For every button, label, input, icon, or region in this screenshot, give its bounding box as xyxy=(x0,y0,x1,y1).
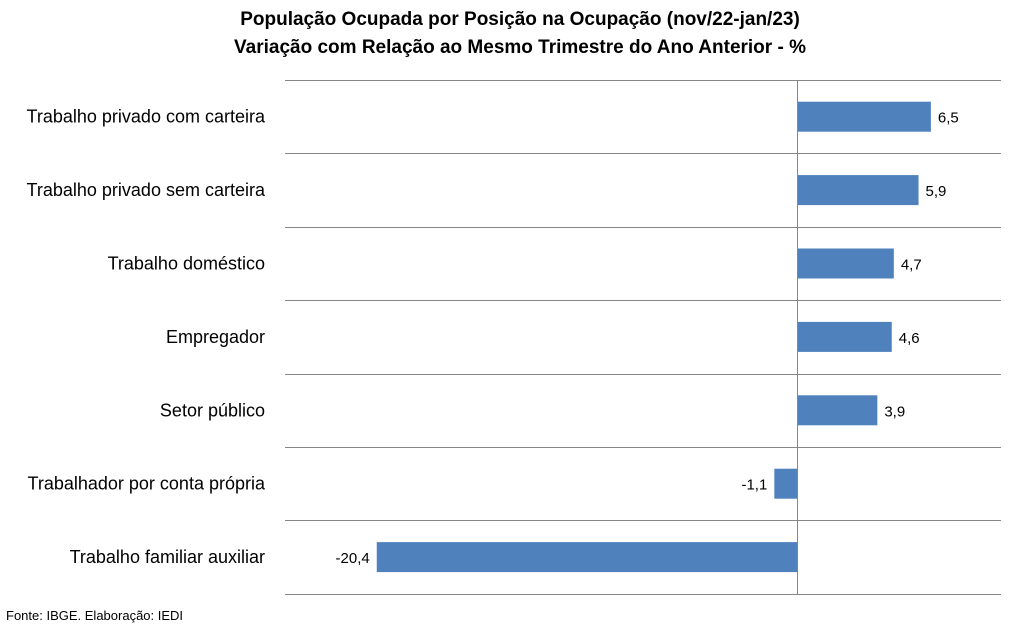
category-label: Empregador xyxy=(166,327,265,347)
data-label: -20,4 xyxy=(336,550,370,567)
category-label: Trabalhador por conta própria xyxy=(28,474,266,494)
bar xyxy=(797,395,878,426)
bar xyxy=(797,321,892,352)
bars xyxy=(376,101,931,573)
data-label: 5,9 xyxy=(926,183,947,200)
data-label: 6,5 xyxy=(938,110,959,127)
bar xyxy=(797,248,894,279)
gridlines xyxy=(285,80,1001,595)
data-label: 4,7 xyxy=(901,257,922,274)
source-note: Fonte: IBGE. Elaboração: IEDI xyxy=(6,608,184,623)
category-label: Trabalho privado com carteira xyxy=(27,107,266,127)
chart-title: População Ocupada por Posição na Ocupaçã… xyxy=(0,6,1011,62)
bar xyxy=(774,468,797,499)
bar xyxy=(797,175,919,206)
chart-title-line: População Ocupada por Posição na Ocupaçã… xyxy=(240,9,800,30)
category-label: Setor público xyxy=(160,400,265,420)
data-label: 4,6 xyxy=(899,330,920,347)
bar xyxy=(376,542,797,573)
chart-subtitle-line: Variação com Relação ao Mesmo Trimestre … xyxy=(234,37,806,58)
bar xyxy=(797,101,931,132)
category-label: Trabalho privado sem carteira xyxy=(27,180,266,200)
value-labels: 6,5 5,9 4,7 4,6 3,9 -1,1 -20,4 xyxy=(336,110,959,567)
category-label: Trabalho familiar auxiliar xyxy=(70,547,265,567)
category-label: Trabalho doméstico xyxy=(108,254,265,274)
data-label: 3,9 xyxy=(884,403,905,420)
category-labels: Trabalho privado com carteira Trabalho pr… xyxy=(27,107,266,567)
data-label: -1,1 xyxy=(741,477,767,494)
